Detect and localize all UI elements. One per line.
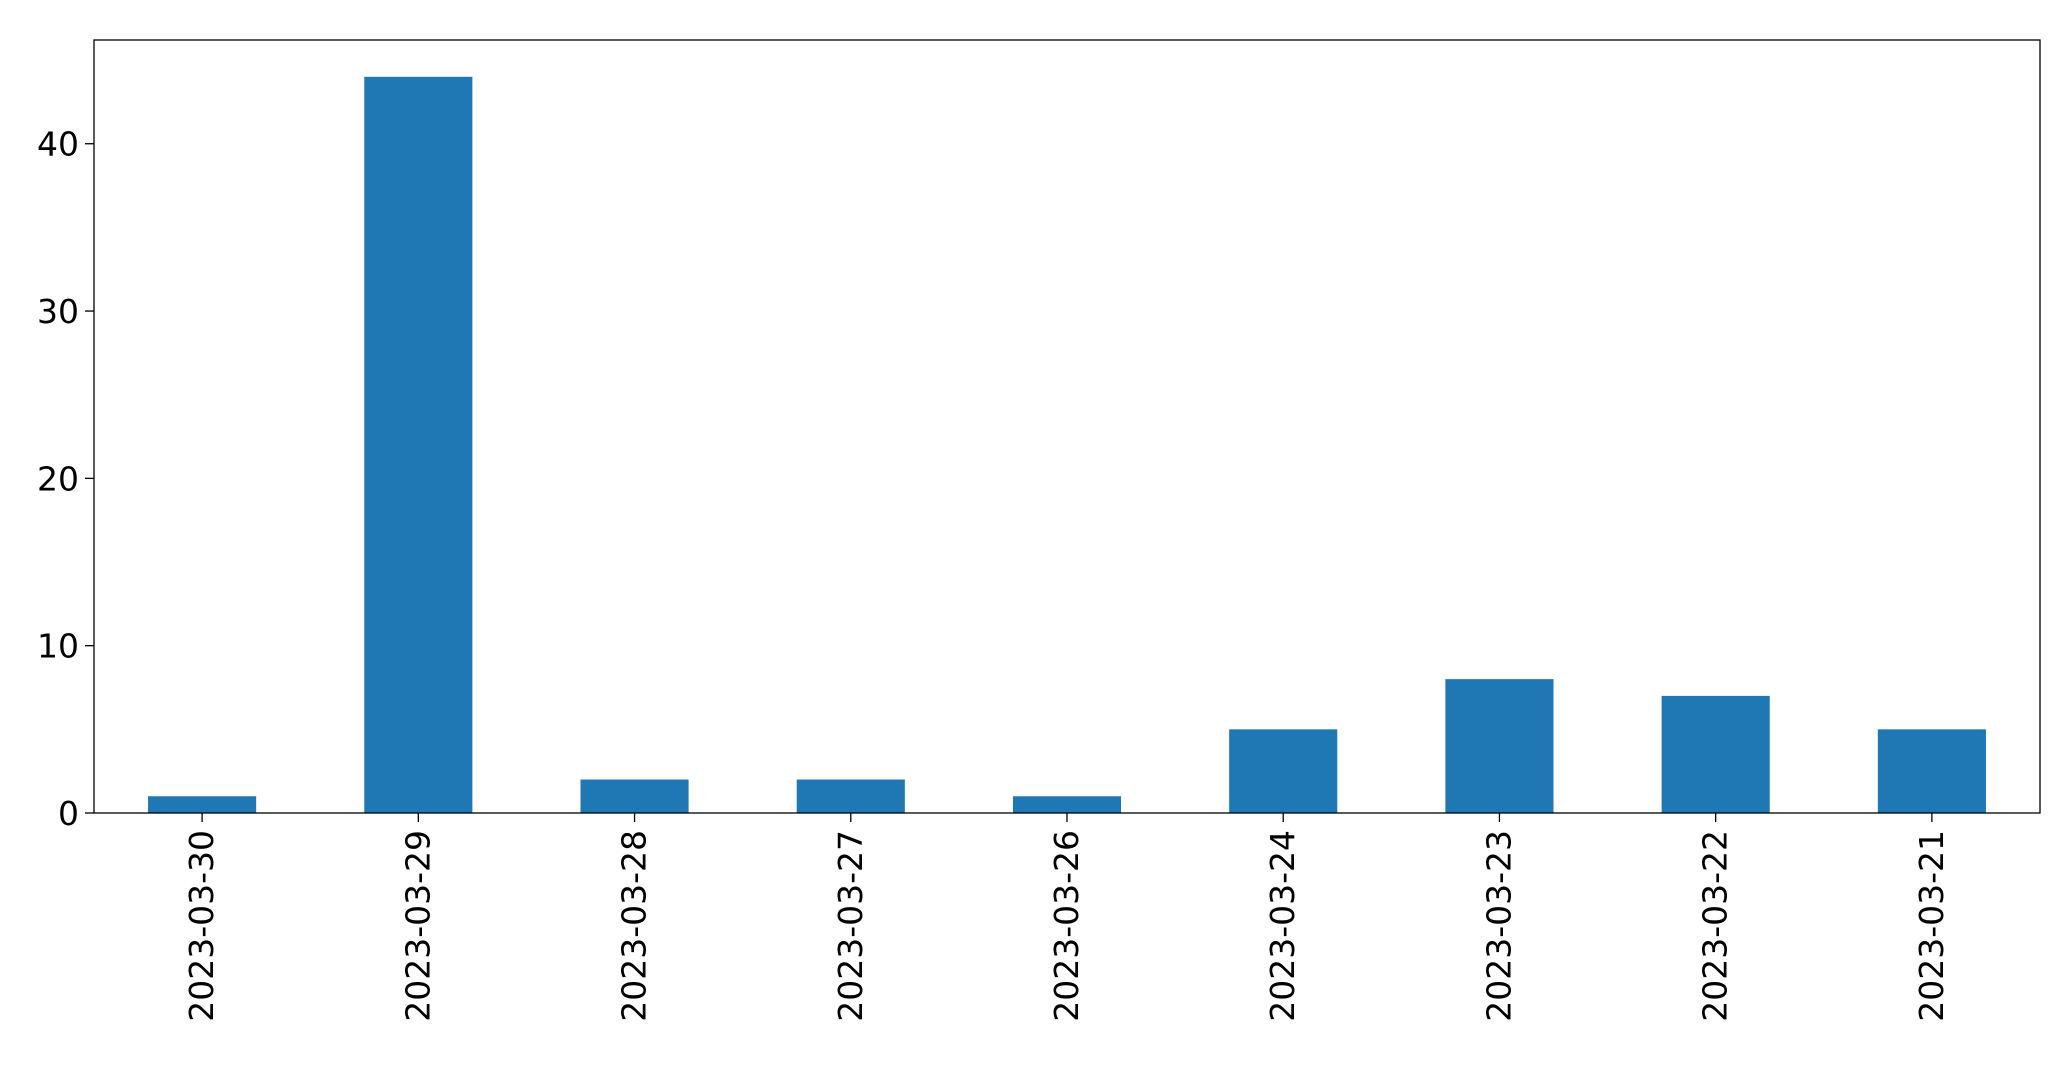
bar-2023-03-23: [1445, 679, 1554, 813]
x-tick-label: 2023-03-22: [1696, 830, 1735, 1022]
y-tick-label: 10: [37, 627, 79, 666]
bar-2023-03-24: [1229, 729, 1338, 813]
y-tick-label: 0: [58, 794, 79, 833]
bar-2023-03-29: [364, 76, 473, 814]
y-tick-label: 30: [37, 292, 79, 331]
bar-2023-03-22: [1661, 695, 1770, 813]
bar-2023-03-30: [148, 796, 257, 813]
x-tick-label: 2023-03-26: [1047, 830, 1086, 1022]
x-tick-label: 2023-03-27: [831, 830, 870, 1022]
y-axis: 0 10 20 30 40: [37, 125, 94, 833]
x-tick-label: 2023-03-28: [615, 830, 654, 1022]
x-tick-label: 2023-03-21: [1912, 830, 1951, 1022]
y-tick-label: 40: [37, 125, 79, 164]
plot-frame: [93, 39, 2041, 814]
x-tick-label: 2023-03-29: [398, 830, 437, 1022]
bar-2023-03-26: [1012, 796, 1122, 813]
x-tick-label: 2023-03-24: [1263, 830, 1302, 1022]
x-axis: 2023-03-30 2023-03-29 2023-03-28 2023-03-27…: [182, 813, 1951, 1022]
bar-2023-03-21: [1877, 729, 1986, 813]
x-tick-label: 2023-03-23: [1479, 830, 1518, 1022]
bars-layer: [148, 76, 1986, 814]
x-tick-label: 2023-03-30: [182, 830, 221, 1022]
bar-2023-03-27: [796, 779, 905, 813]
y-tick-label: 20: [37, 459, 79, 498]
bar-2023-03-28: [580, 779, 689, 813]
